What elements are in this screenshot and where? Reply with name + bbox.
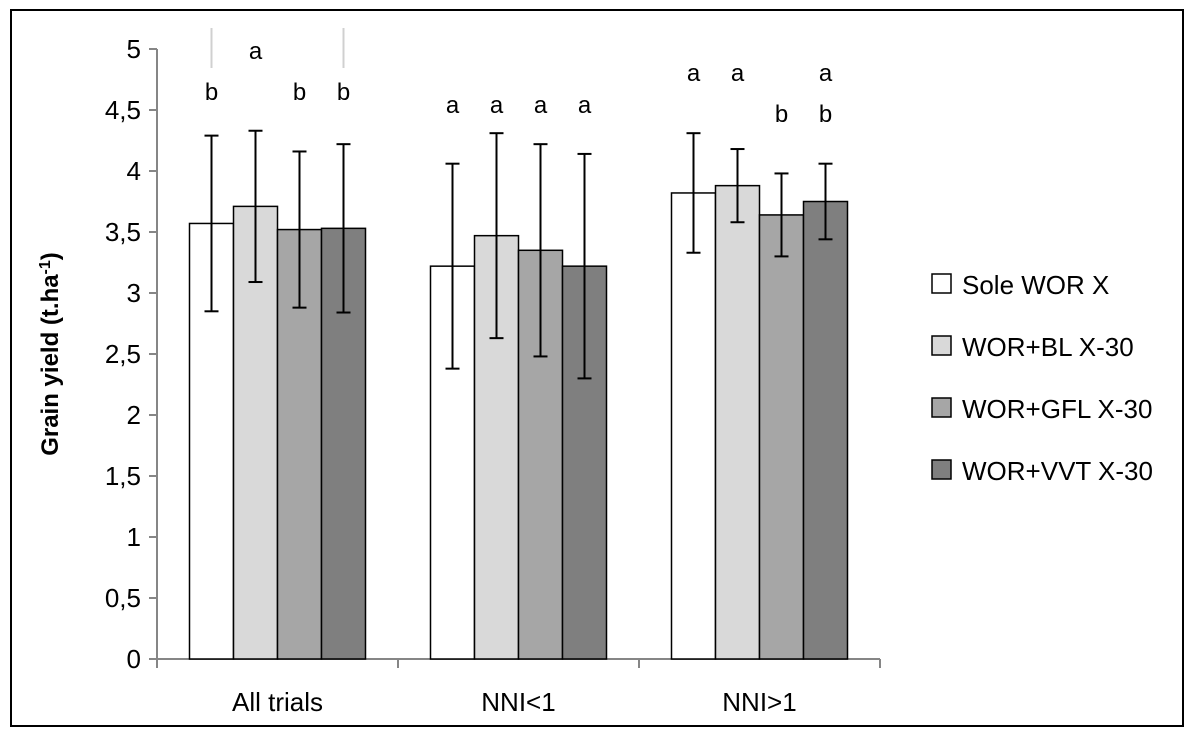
significance-letter: a bbox=[687, 60, 701, 87]
category-label: NNI>1 bbox=[722, 687, 796, 717]
category-label: NNI<1 bbox=[481, 687, 555, 717]
legend-swatch bbox=[931, 273, 952, 294]
legend-label: WOR+BL X-30 bbox=[962, 332, 1134, 362]
significance-letter: b bbox=[293, 79, 306, 106]
significance-letter: a bbox=[819, 60, 833, 87]
significance-letter: b bbox=[775, 101, 788, 128]
y-tick-label: 4 bbox=[127, 156, 141, 186]
y-tick-label: 5 bbox=[127, 34, 141, 64]
significance-letter: b bbox=[205, 79, 218, 106]
bar bbox=[670, 192, 717, 660]
significance-letter: a bbox=[490, 92, 504, 119]
legend-swatch bbox=[931, 335, 952, 356]
bar bbox=[802, 200, 849, 660]
y-tick-label: 0 bbox=[127, 644, 141, 674]
bar bbox=[758, 214, 805, 660]
significance-letter: a bbox=[731, 60, 745, 87]
significance-letter: a bbox=[534, 92, 548, 119]
legend: Sole WOR X WOR+BL X-30 WOR+GFL X-30 WOR+VVT… bbox=[931, 270, 1153, 486]
y-tick-label: 4,5 bbox=[105, 95, 141, 125]
y-tick-label: 1,5 bbox=[105, 461, 141, 491]
significance-letter: a bbox=[249, 38, 263, 65]
y-axis-title-main: Grain yield (t.ha bbox=[37, 274, 64, 456]
bars bbox=[188, 184, 849, 660]
y-tick-label: 2 bbox=[127, 400, 141, 430]
category-labels: All trials NNI<1 NNI>1 bbox=[232, 687, 797, 717]
y-axis-title-suffix: ) bbox=[37, 252, 64, 260]
legend-swatch bbox=[931, 459, 952, 480]
significance-letter: b bbox=[337, 79, 350, 106]
y-tick-label: 3 bbox=[127, 278, 141, 308]
significance-letter: a bbox=[578, 92, 592, 119]
bar bbox=[714, 184, 761, 660]
legend-label: Sole WOR X bbox=[962, 270, 1109, 300]
legend-label: WOR+VVT X-30 bbox=[962, 456, 1153, 486]
legend-label: WOR+GFL X-30 bbox=[962, 394, 1152, 424]
significance-letter: a bbox=[446, 92, 460, 119]
y-tick-label: 3,5 bbox=[105, 217, 141, 247]
y-tick-label: 0,5 bbox=[105, 583, 141, 613]
category-label: All trials bbox=[232, 687, 323, 717]
y-axis-title-superscript: -1 bbox=[37, 260, 54, 274]
error-bars bbox=[204, 129, 833, 380]
legend-swatch bbox=[931, 397, 952, 418]
y-tick-label: 1 bbox=[127, 522, 141, 552]
y-axis-title: Grain yield (t.ha-1) bbox=[37, 252, 65, 456]
y-tick-label: 2,5 bbox=[105, 339, 141, 369]
significance-letter: b bbox=[819, 101, 832, 128]
